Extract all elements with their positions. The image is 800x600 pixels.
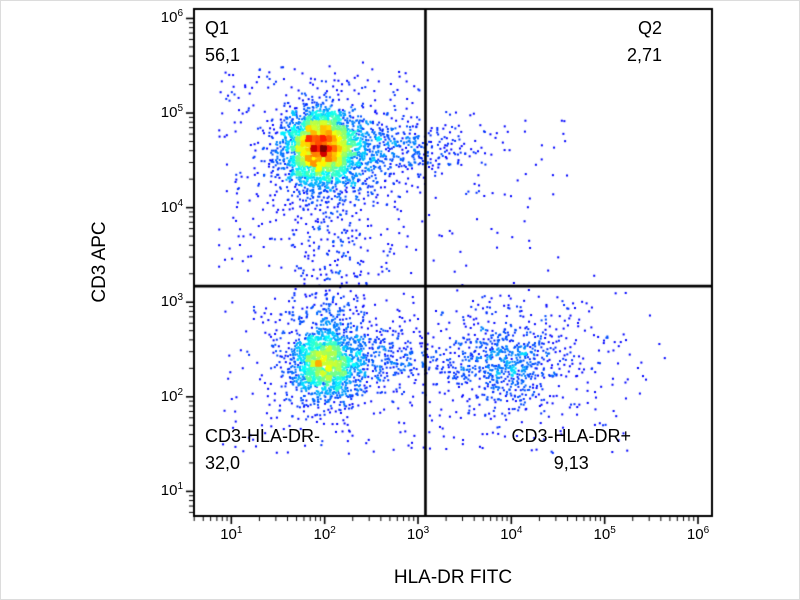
quadrant-label-q1: Q1 56,1	[205, 15, 240, 69]
quadrant-q3-name: CD3-HLA-DR-	[205, 426, 321, 446]
y-axis-label: CD3 APC	[89, 221, 110, 303]
quadrant-q2-name: Q2	[637, 18, 662, 38]
y-tick-label-10e3: 103	[160, 292, 183, 311]
quadrant-q3-value: 32,0	[205, 453, 241, 473]
quadrant-q4-value: 9,13	[553, 453, 589, 473]
y-tick-label-10e1: 101	[160, 481, 183, 500]
quadrant-label-q2: Q2 2,71	[627, 15, 662, 69]
y-tick-label-10e2: 102	[160, 386, 183, 405]
y-tick-label-10e5: 105	[160, 103, 183, 122]
quadrant-q1-name: Q1	[205, 18, 230, 38]
quadrant-label-q3: CD3-HLA-DR- 32,0	[205, 423, 320, 477]
x-tick-label-10e5: 105	[593, 525, 616, 543]
quadrant-q2-value: 2,71	[626, 45, 662, 65]
quadrant-q1-value: 56,1	[205, 45, 241, 65]
quadrant-q4-name: CD3-HLA-DR+	[511, 426, 631, 446]
y-tick-label-10e4: 104	[160, 197, 183, 216]
x-tick-label-10e2: 102	[313, 525, 336, 543]
quadrant-label-q4: CD3-HLA-DR+ 9,13	[511, 423, 631, 477]
x-tick-label-10e6: 106	[686, 525, 710, 543]
x-axis-label: HLA-DR FITC	[393, 567, 513, 588]
x-tick-label-10e4: 104	[500, 525, 523, 543]
x-tick-label-10e3: 103	[406, 525, 430, 543]
x-tick-label-10e1: 101	[220, 525, 243, 543]
y-tick-label-10e6: 106	[160, 8, 183, 27]
